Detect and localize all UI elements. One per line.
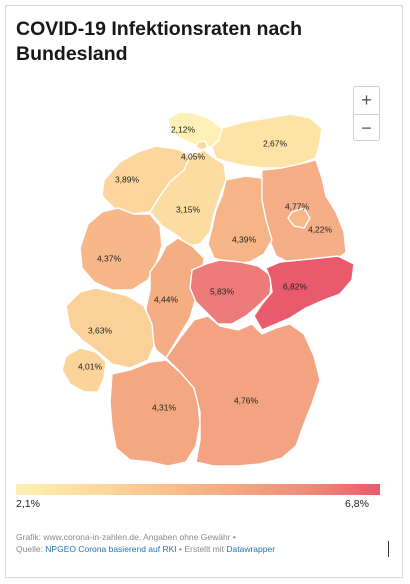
source-prefix: Quelle: bbox=[16, 544, 46, 554]
source-link[interactable]: NPGEO Corona basierend auf RKI bbox=[45, 544, 177, 554]
datawrapper-link[interactable]: Datawrapper bbox=[226, 544, 276, 554]
label-niedersachsen-ost: 3,15% bbox=[176, 204, 201, 214]
legend-min-label: 2,1% bbox=[16, 498, 40, 510]
state-berlin[interactable] bbox=[287, 207, 311, 229]
label-nordrhein-westfalen: 4,37% bbox=[97, 253, 122, 263]
created-prefix: • Erstellt mit bbox=[176, 544, 227, 554]
state-baden-wuerttemberg[interactable] bbox=[109, 359, 201, 467]
label-hessen: 4,44% bbox=[154, 294, 179, 304]
label-niedersachsen: 3,89% bbox=[115, 174, 140, 184]
zoom-in-button[interactable]: + bbox=[361, 90, 372, 110]
label-baden-wuerttemberg: 4,31% bbox=[152, 402, 177, 412]
state-saarland[interactable] bbox=[61, 347, 107, 393]
label-saarland: 4,01% bbox=[78, 361, 103, 371]
label-thueringen: 5,83% bbox=[210, 286, 235, 296]
label-berlin: 4,22% bbox=[308, 224, 333, 234]
state-hamburg[interactable] bbox=[195, 140, 209, 151]
label-sachsen-anhalt: 4,39% bbox=[232, 234, 257, 244]
state-thueringen[interactable] bbox=[189, 259, 273, 325]
chart-title: COVID-19 Infektionsraten nach Bundesland bbox=[16, 18, 303, 65]
footer-line-1: Grafik: www.corona-in-zahlen.de, Angaben… bbox=[16, 532, 236, 542]
zoom-controls: + − bbox=[353, 86, 380, 141]
zoom-out-button[interactable]: − bbox=[354, 114, 379, 142]
label-bayern: 4,76% bbox=[234, 395, 259, 405]
state-rheinland-pfalz[interactable] bbox=[65, 287, 155, 369]
label-bremen: 4,05% bbox=[181, 151, 206, 161]
label-schleswig-holstein: 2,12% bbox=[171, 124, 196, 134]
footer-credits: Grafik: www.corona-in-zahlen.de, Angaben… bbox=[16, 531, 386, 555]
legend-color-scale bbox=[16, 484, 380, 495]
state-sachsen-anhalt[interactable] bbox=[207, 175, 273, 265]
label-rheinland-pfalz: 3,63% bbox=[88, 325, 113, 335]
text-cursor bbox=[388, 541, 389, 557]
label-sachsen: 6,82% bbox=[283, 281, 308, 291]
state-bayern[interactable] bbox=[165, 315, 321, 467]
state-sachsen[interactable] bbox=[253, 255, 355, 331]
label-brandenburg: 4,77% bbox=[285, 201, 310, 211]
label-mecklenburg-vorpommern: 2,67% bbox=[263, 138, 288, 148]
footer-line-2: Quelle: NPGEO Corona basierend auf RKI •… bbox=[16, 543, 386, 555]
germany-map: 2,12% 2,67% 4,05% 3,89% 3,15% 4,77% 4,22… bbox=[61, 111, 355, 467]
state-niedersachsen-ost[interactable] bbox=[149, 149, 227, 247]
legend-max-label: 6,8% bbox=[345, 498, 369, 510]
